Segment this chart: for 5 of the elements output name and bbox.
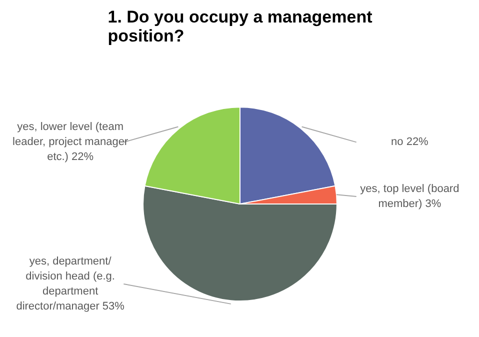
slice-label: yes, department/ division head (e.g. department director/manager 53%	[16, 255, 125, 312]
slice-label: yes, lower level (team leader, project manager etc.) 22%	[12, 121, 128, 164]
slice-label: yes, top level (board member) 3%	[360, 182, 460, 210]
slice-label: no 22%	[391, 136, 429, 148]
chart-title: 1. Do you occupy a management position?	[108, 8, 373, 46]
